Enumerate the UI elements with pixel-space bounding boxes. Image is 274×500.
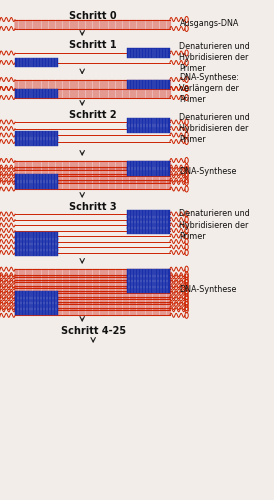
Bar xyxy=(127,221,170,229)
Bar xyxy=(127,118,170,126)
Bar xyxy=(15,238,58,246)
Text: Denaturieren und
Hybridisieren der
Primer: Denaturieren und Hybridisieren der Prime… xyxy=(179,42,250,74)
Bar xyxy=(15,130,58,140)
Bar xyxy=(15,137,58,146)
Bar xyxy=(15,243,58,251)
Text: Schritt 3: Schritt 3 xyxy=(69,202,117,212)
Text: Ausgangs-DNA: Ausgangs-DNA xyxy=(179,20,239,28)
Text: Denaturieren und
Hybridisieren der
Primer: Denaturieren und Hybridisieren der Prime… xyxy=(179,113,250,144)
Bar xyxy=(127,274,170,282)
Text: Schritt 2: Schritt 2 xyxy=(69,110,117,120)
Bar xyxy=(15,88,58,98)
Bar xyxy=(127,280,170,288)
Bar xyxy=(127,210,170,218)
Bar xyxy=(127,226,170,234)
Bar xyxy=(15,302,58,310)
Bar xyxy=(15,180,58,189)
Bar xyxy=(15,248,58,256)
Bar xyxy=(127,80,170,88)
Bar xyxy=(15,308,58,316)
Bar xyxy=(127,286,170,294)
Bar xyxy=(127,269,170,277)
Bar xyxy=(127,48,170,58)
Text: Denaturieren und
Hybridisieren der
Primer: Denaturieren und Hybridisieren der Prime… xyxy=(179,210,250,240)
Bar xyxy=(127,167,170,176)
Bar xyxy=(127,216,170,224)
Text: Schritt 0: Schritt 0 xyxy=(69,11,117,21)
Bar xyxy=(127,160,170,170)
Bar xyxy=(15,58,58,67)
Bar xyxy=(127,124,170,133)
Text: DNA-Synthese: DNA-Synthese xyxy=(179,167,237,176)
Bar xyxy=(15,174,58,182)
Text: DNA-Synthese: DNA-Synthese xyxy=(179,285,237,294)
Bar xyxy=(15,291,58,299)
Bar xyxy=(15,296,58,304)
Bar xyxy=(15,232,58,240)
Text: DNA-Synthese:
Verlängern der
Primer: DNA-Synthese: Verlängern der Primer xyxy=(179,73,239,104)
Text: Schritt 4-25: Schritt 4-25 xyxy=(61,326,126,336)
Text: Schritt 1: Schritt 1 xyxy=(69,40,117,50)
